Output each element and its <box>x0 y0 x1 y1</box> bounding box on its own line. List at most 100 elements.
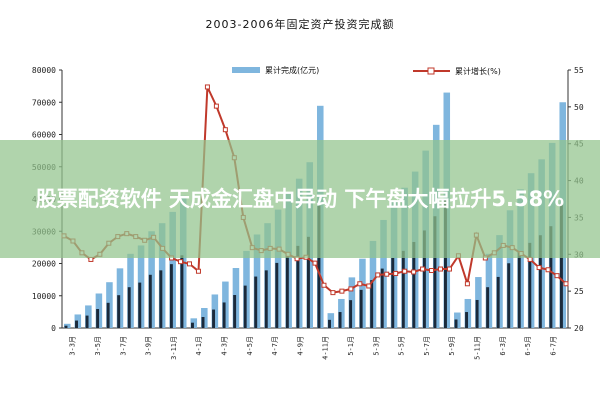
bar-dark-segment <box>138 282 142 328</box>
bar-dark-segment <box>169 264 173 328</box>
left-tick-label: 60000 <box>32 131 56 140</box>
bar-dark-segment <box>338 312 342 328</box>
x-tick-label: 4-5月 <box>246 336 254 356</box>
x-tick-label: 5-1月 <box>347 336 355 356</box>
chart-title: 2003-2006年固定资产投资完成额 <box>206 17 395 31</box>
bar-dark-segment <box>296 245 300 328</box>
legend-bar-label: 累计完成(亿元) <box>265 65 319 75</box>
growth-point <box>204 84 210 90</box>
bar-dark-segment <box>96 309 100 328</box>
growth-point <box>187 261 192 267</box>
x-tick-label: 4-1月 <box>195 336 203 356</box>
x-tick-label: 4-3月 <box>220 336 228 356</box>
growth-point <box>366 283 372 289</box>
bar-dark-segment <box>264 270 268 328</box>
bar-dark-segment <box>201 317 205 328</box>
growth-point <box>222 127 228 133</box>
growth-point <box>88 256 94 262</box>
x-tick-label: 5-11月 <box>473 336 481 360</box>
growth-point <box>312 260 318 266</box>
bar-dark-segment <box>401 250 405 328</box>
legend-line-label: 累计增长(%) <box>455 66 501 76</box>
growth-point <box>348 286 354 292</box>
bar-dark-segment <box>285 253 289 328</box>
bar-dark-segment <box>85 315 89 328</box>
growth-point <box>563 281 569 287</box>
growth-point <box>464 281 470 287</box>
growth-point <box>330 290 336 296</box>
growth-point <box>420 266 426 272</box>
overlay-banner: 股票配资软件 天成金汇盘中异动 下午盘大幅拉升5.58% <box>0 140 600 258</box>
x-tick-label: 3-9月 <box>145 336 153 356</box>
bar-dark-segment <box>222 302 226 328</box>
right-tick-label: 55 <box>574 66 584 75</box>
x-tick-label: 6-7月 <box>549 336 557 356</box>
left-tick-label: 10000 <box>32 292 56 301</box>
bar-dark-segment <box>433 216 437 328</box>
growth-point <box>357 281 363 287</box>
x-tick-label: 5-3月 <box>372 336 380 356</box>
x-tick-label: 4-7月 <box>271 336 279 356</box>
x-tick-label: 3-3月 <box>69 336 77 356</box>
bar-dark-segment <box>496 276 500 328</box>
left-tick-label: 0 <box>51 324 56 333</box>
growth-point <box>554 273 560 279</box>
growth-point <box>393 270 399 276</box>
growth-point <box>402 268 408 274</box>
bar-dark-segment <box>306 236 310 328</box>
bar-dark-segment <box>465 312 469 328</box>
x-tick-label: 3-5月 <box>94 336 102 356</box>
right-tick-label: 20 <box>574 324 584 333</box>
bar-dark-segment <box>538 235 542 328</box>
bar-dark-segment <box>159 270 163 328</box>
bar-dark-segment <box>528 242 532 328</box>
growth-point <box>339 288 345 294</box>
bar-dark-segment <box>486 287 490 328</box>
growth-point <box>536 265 542 271</box>
right-tick-label: 25 <box>574 287 584 296</box>
bar-dark-segment <box>444 198 447 328</box>
growth-point <box>545 267 551 273</box>
x-tick-label: 4-9月 <box>296 336 304 356</box>
legend-bar-swatch <box>232 67 260 73</box>
bar-dark-segment <box>148 274 152 328</box>
bar-dark-segment <box>328 319 331 328</box>
growth-point <box>195 268 201 274</box>
x-tick-label: 3-7月 <box>119 336 127 356</box>
bar-dark-segment <box>422 230 426 328</box>
bar-dark-segment <box>507 263 511 328</box>
left-tick-label: 20000 <box>32 260 56 269</box>
bar-dark-segment <box>517 251 521 328</box>
legend-line-marker <box>427 67 435 75</box>
x-tick-label: 5-9月 <box>448 336 456 356</box>
bar-dark-segment <box>317 205 321 328</box>
bar-dark-segment <box>233 295 237 328</box>
bar-dark-segment <box>75 320 78 328</box>
growth-point <box>411 269 417 275</box>
bar-dark-segment <box>243 285 247 328</box>
x-tick-label: 5-7月 <box>423 336 431 356</box>
x-tick-label: 5-5月 <box>398 336 406 356</box>
bar-dark-segment <box>549 226 553 328</box>
growth-point <box>384 271 390 277</box>
growth-point <box>321 282 327 288</box>
growth-point <box>438 266 443 272</box>
bar-dark-segment <box>380 268 384 328</box>
overlay-text: 股票配资软件 天成金汇盘中异动 下午盘大幅拉升5.58% <box>35 186 565 211</box>
bar-dark-segment <box>275 262 279 328</box>
bar-dark-segment <box>254 276 258 328</box>
bar-dark-segment <box>391 257 395 328</box>
bar-dark-segment <box>64 325 68 328</box>
right-tick-label: 50 <box>574 103 584 112</box>
x-tick-label: 4-11月 <box>322 336 330 360</box>
growth-point <box>527 256 533 262</box>
bar-dark-segment <box>212 309 216 328</box>
x-tick-label: 6-5月 <box>524 336 532 356</box>
left-tick-label: 70000 <box>32 98 56 107</box>
growth-point <box>178 259 184 265</box>
growth-point <box>213 103 219 109</box>
growth-point <box>375 272 381 278</box>
bar-dark-segment <box>117 295 121 328</box>
bar-dark-segment <box>370 280 374 328</box>
x-tick-label: 3-11月 <box>170 336 178 360</box>
